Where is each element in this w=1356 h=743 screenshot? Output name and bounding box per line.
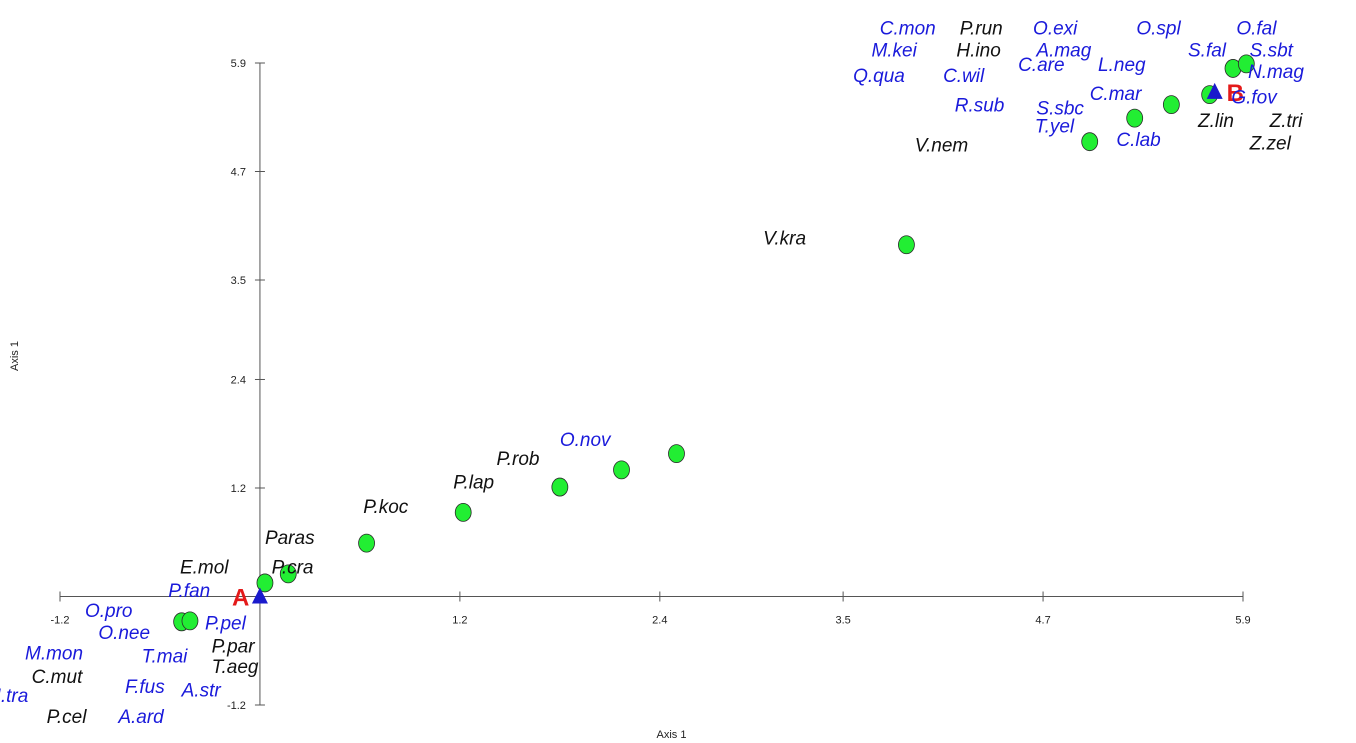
point-label: C.mut — [32, 667, 83, 688]
x-tick-label: 4.7 — [1035, 614, 1050, 626]
data-point — [668, 444, 685, 464]
point-label: A.ard — [117, 707, 165, 728]
centroid-marker — [1206, 82, 1223, 99]
point-label: Z.lin — [1197, 111, 1234, 132]
point-label: T.yel — [1035, 116, 1075, 137]
point-label: V.nem — [915, 135, 969, 156]
point-label: L.neg — [1098, 55, 1146, 76]
point-label: S.fal — [1188, 40, 1227, 61]
data-point — [1081, 132, 1099, 152]
x-tick-label: 1.2 — [452, 614, 467, 626]
point-label: Z.tri — [1269, 111, 1303, 132]
point-label: C.mon — [880, 19, 936, 40]
data-point — [1237, 54, 1255, 74]
point-label: Q.qua — [853, 66, 905, 87]
axis-ticks: -1.2 1.2 2.4 3.5 4.7 5.9 -1.2 1.2 2.4 3.5 4.7 5.9 — [51, 58, 1251, 712]
data-point — [613, 460, 630, 480]
point-label: P.fan — [168, 581, 210, 602]
centroid-marker — [251, 587, 268, 604]
point-label: V.kra — [763, 229, 806, 250]
y-tick-label: 1.2 — [231, 483, 246, 495]
y-tick-label: 4.7 — [231, 167, 246, 179]
x-tick-label: 2.4 — [652, 614, 667, 626]
point-label: P.cra — [272, 558, 314, 579]
point-label: P.koc — [363, 497, 409, 518]
data-points — [173, 54, 1255, 632]
point-label: G.fov — [1231, 87, 1278, 108]
centroid-label: A — [232, 584, 249, 611]
point-label: M.kei — [871, 40, 917, 61]
centroids: AB — [232, 80, 1244, 612]
data-point — [1162, 95, 1180, 114]
point-label: O.nov — [560, 430, 612, 451]
point-label: P.lap — [453, 473, 494, 494]
point-label: P.pel — [205, 614, 247, 635]
point-label: O.nee — [98, 623, 150, 644]
data-point — [256, 573, 274, 593]
data-point — [898, 235, 915, 255]
point-label: C.wil — [943, 66, 985, 87]
y-axis-title: Axis 1 — [9, 341, 21, 371]
y-tick-label: 5.9 — [231, 58, 246, 70]
point-label: H.ino — [956, 40, 1000, 61]
point-label: Z.zel — [1249, 134, 1292, 155]
point-label: C.mar — [1090, 84, 1142, 105]
data-point — [454, 503, 472, 522]
point-label: F.fus — [125, 677, 165, 698]
point-label: O.exi — [1033, 19, 1078, 40]
x-tick-label: 3.5 — [835, 614, 850, 626]
point-label: P.par — [212, 636, 256, 657]
point-label: P.run — [960, 19, 1003, 40]
data-point — [551, 477, 569, 497]
point-label: S.sbc — [1036, 98, 1084, 119]
point-label: O.spl — [1136, 19, 1181, 40]
data-point — [181, 611, 199, 631]
data-point — [358, 533, 375, 553]
point-label: T.aeg — [212, 657, 259, 678]
x-tick-label: -1.2 — [51, 614, 70, 626]
point-labels: O.pro P.fan P.pel O.nee P.par M.mon T.mai T.aeg… — [0, 19, 1304, 728]
point-label: O.fal — [1236, 19, 1277, 40]
point-label: C.lab — [1116, 130, 1160, 151]
point-label: P.rob — [497, 449, 540, 470]
point-label: C.are — [1018, 55, 1064, 76]
point-label: T.mai — [142, 646, 189, 667]
point-label: A.mag — [1035, 40, 1091, 61]
point-label: R.sub — [955, 96, 1005, 117]
point-label: M.tra — [0, 686, 28, 707]
point-label: N.mag — [1248, 62, 1304, 83]
point-label: Paras — [265, 528, 315, 549]
centroid-label: B — [1227, 80, 1244, 107]
point-label: P.cel — [47, 707, 88, 728]
x-tick-label: 5.9 — [1235, 614, 1250, 626]
point-label: A.str — [181, 681, 222, 702]
data-point — [1126, 108, 1144, 128]
point-label: M.mon — [25, 644, 83, 665]
y-tick-label: 2.4 — [231, 374, 246, 386]
point-label: S.sbt — [1250, 40, 1294, 61]
y-tick-label: -1.2 — [227, 700, 246, 712]
y-tick-label: 3.5 — [231, 275, 246, 287]
point-label: E.mol — [180, 558, 229, 579]
point-label: O.pro — [85, 601, 133, 622]
data-point — [279, 564, 297, 584]
x-axis-title: Axis 1 — [657, 729, 687, 741]
